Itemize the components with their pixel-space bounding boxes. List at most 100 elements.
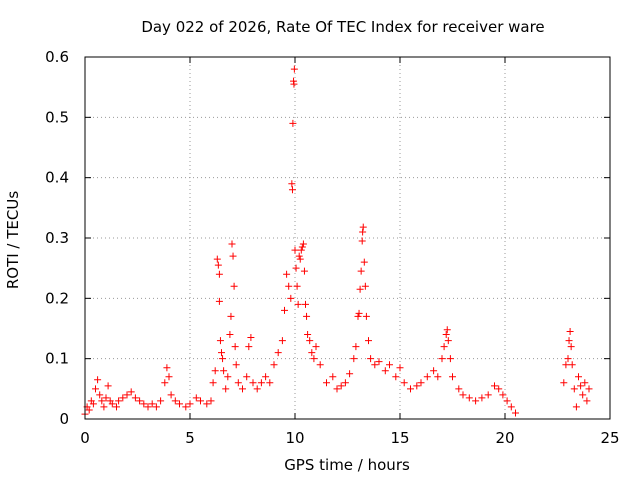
data-point — [289, 119, 297, 127]
data-point — [245, 343, 253, 351]
data-point — [446, 355, 454, 363]
data-point — [572, 403, 580, 411]
data-point — [306, 337, 314, 345]
y-tick-label: 0.5 — [45, 108, 69, 126]
data-point — [108, 400, 116, 408]
data-point — [444, 337, 452, 345]
axis-ticks — [84, 56, 611, 420]
data-point — [360, 258, 368, 266]
data-point — [290, 80, 298, 88]
data-point — [491, 382, 498, 390]
data-point — [337, 382, 345, 390]
data-point — [163, 364, 171, 372]
data-point — [144, 403, 152, 411]
data-point — [354, 312, 362, 320]
data-point — [229, 252, 237, 260]
data-point — [407, 385, 414, 393]
data-point — [484, 391, 492, 399]
data-point — [499, 391, 507, 399]
data-point — [365, 337, 372, 345]
data-point — [257, 379, 265, 387]
data-point — [227, 312, 235, 320]
data-points — [81, 65, 593, 418]
data-point — [300, 267, 308, 275]
y-tick-labels: 0 0.1 0.2 0.3 0.4 0.5 0.6 — [45, 48, 69, 428]
data-point — [262, 373, 270, 381]
data-point — [440, 343, 448, 351]
data-point — [507, 403, 515, 411]
data-point — [472, 397, 480, 405]
data-point — [371, 361, 379, 369]
data-point — [359, 228, 367, 236]
data-point — [176, 400, 183, 408]
data-point — [341, 379, 349, 387]
data-point — [308, 349, 316, 357]
x-tick-label: 10 — [285, 429, 304, 447]
data-point — [192, 394, 200, 402]
data-point — [186, 400, 194, 408]
data-point — [213, 255, 221, 263]
data-point — [575, 373, 582, 381]
data-point — [352, 343, 360, 351]
x-tick-label: 20 — [495, 429, 514, 447]
data-point — [296, 255, 304, 263]
data-point — [400, 379, 408, 387]
data-point — [581, 379, 589, 387]
data-point — [274, 349, 282, 357]
data-point — [413, 382, 421, 390]
x-tick-labels: 0 5 10 15 20 25 — [80, 429, 619, 447]
data-point — [119, 394, 127, 402]
data-point — [287, 294, 295, 302]
data-point — [226, 331, 234, 339]
data-point — [247, 334, 255, 342]
data-point — [443, 326, 451, 334]
x-tick-label: 0 — [80, 429, 90, 447]
data-point — [350, 355, 358, 363]
data-point — [100, 403, 108, 411]
data-point — [304, 331, 312, 339]
data-point — [562, 361, 570, 369]
data-point — [503, 397, 511, 405]
data-point — [220, 367, 228, 375]
data-point — [362, 312, 370, 320]
data-point — [449, 373, 456, 381]
x-tick-label: 25 — [600, 429, 619, 447]
data-point — [288, 186, 296, 194]
data-point — [230, 282, 238, 290]
data-point — [89, 400, 97, 408]
data-point — [392, 373, 400, 381]
data-point — [148, 400, 156, 408]
data-point — [316, 361, 324, 369]
data-point — [253, 385, 261, 393]
y-tick-label: 0.3 — [45, 229, 69, 247]
data-point — [249, 379, 257, 387]
data-point — [577, 382, 585, 390]
data-point — [560, 379, 568, 387]
data-point — [465, 394, 473, 402]
data-point — [585, 385, 593, 393]
data-point — [356, 285, 364, 293]
data-point — [357, 267, 365, 275]
data-point — [283, 270, 291, 278]
data-point — [136, 397, 144, 405]
data-point — [115, 397, 123, 405]
data-point — [294, 300, 302, 308]
data-point — [355, 309, 363, 317]
data-point — [442, 331, 450, 339]
data-point — [568, 361, 576, 369]
data-point — [140, 400, 148, 408]
data-point — [102, 394, 110, 402]
data-point — [459, 391, 467, 399]
data-point — [285, 282, 293, 290]
x-tick-label: 5 — [185, 429, 195, 447]
data-point — [333, 385, 341, 393]
data-point — [298, 243, 306, 251]
data-point — [303, 312, 311, 320]
data-point — [203, 400, 211, 408]
data-point — [512, 409, 519, 417]
data-point — [214, 261, 222, 269]
data-point — [161, 379, 169, 387]
data-point — [438, 355, 446, 363]
data-point — [290, 65, 298, 73]
